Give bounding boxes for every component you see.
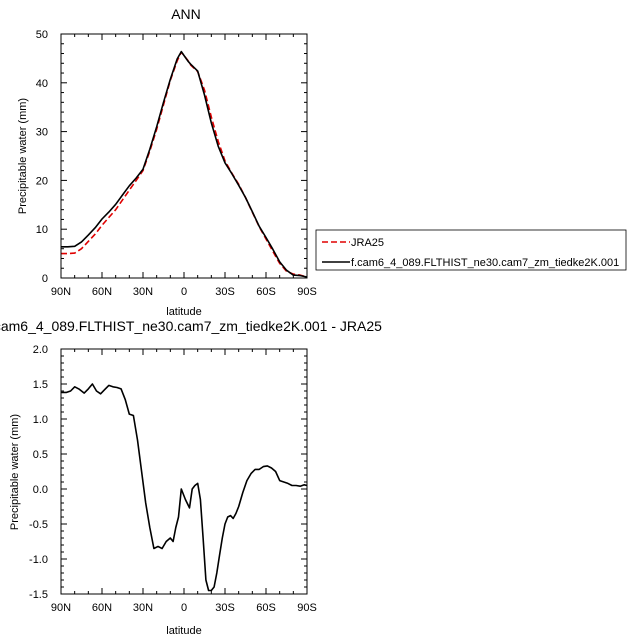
panel2-x-tick-label: 30S xyxy=(215,602,235,614)
panel2-x-tick-label: 30N xyxy=(133,602,153,614)
panel1-legend: JRA25 f.cam6_4_089.FLTHIST_ne30.cam7_zm_… xyxy=(315,229,627,271)
panel1-series-line-0 xyxy=(61,51,308,278)
panel2-y-tick-label: 2.0 xyxy=(33,344,48,356)
panel1-y-tick-label: 10 xyxy=(36,224,48,236)
panel2-y-tick-label: 1.0 xyxy=(33,414,48,426)
legend-label-jra25: JRA25 xyxy=(351,237,384,249)
panel1-x-axis-label: latitude xyxy=(166,306,201,318)
panel1-y-tick-label: 0 xyxy=(42,273,48,285)
panel1-x-tick-label: 90S xyxy=(297,286,317,298)
panel-annual-mean: ANN 90N 60N 30N 0 30S 60S 90S 0 10 20 30 40 50 latit… xyxy=(17,6,627,318)
panel2-x-tick-label: 60N xyxy=(92,602,112,614)
panel2-y-tick-label: -1.5 xyxy=(29,589,48,601)
panel1-x-tick-label: 0 xyxy=(181,286,187,298)
panel1-x-tick-label: 90N xyxy=(51,286,71,298)
panel2-x-tick-label: 60S xyxy=(256,602,276,614)
panel2-x-tick-label: 0 xyxy=(181,602,187,614)
panel1-y-axis-label: Precipitable water (mm) xyxy=(17,98,29,214)
panel2-title: f.cam6_4_089.FLTHIST_ne30.cam7_zm_tiedke… xyxy=(0,318,382,334)
panel1-x-tick-label: 60S xyxy=(256,286,276,298)
panel2-y-tick-label: -1.0 xyxy=(29,554,48,566)
panel1-x-tick-label: 30S xyxy=(215,286,235,298)
legend-label-model: f.cam6_4_089.FLTHIST_ne30.cam7_zm_tiedke… xyxy=(351,257,619,269)
panel2-series-line-0 xyxy=(61,383,308,592)
panel1-y-tick-label: 40 xyxy=(36,78,48,90)
panel2-y-tick-label: 0.0 xyxy=(33,484,48,496)
panel2-y-tick-label: 0.5 xyxy=(33,449,48,461)
panel-difference: f.cam6_4_089.FLTHIST_ne30.cam7_zm_tiedke… xyxy=(0,318,382,637)
panel1-y-tick-label: 20 xyxy=(36,175,48,187)
panel2-plot-frame xyxy=(60,348,308,595)
panel1-title: ANN xyxy=(171,6,201,22)
panel2-x-tick-label: 90N xyxy=(51,602,71,614)
panel1-plot-frame xyxy=(60,33,308,279)
panel2-y-tick-label: 1.5 xyxy=(33,379,48,391)
panel1-x-tick-label: 60N xyxy=(92,286,112,298)
panel2-x-tick-label: 90S xyxy=(297,602,317,614)
panel1-y-tick-label: 30 xyxy=(36,127,48,139)
panel1-x-tick-label: 30N xyxy=(133,286,153,298)
panel2-x-axis-label: latitude xyxy=(166,625,201,637)
panel2-y-tick-label: -0.5 xyxy=(29,519,48,531)
panel2-y-axis-label: Precipitable water (mm) xyxy=(9,414,21,530)
panel1-y-tick-label: 50 xyxy=(36,29,48,41)
legend-box xyxy=(315,229,627,271)
panel1-series-line-1 xyxy=(61,50,308,278)
